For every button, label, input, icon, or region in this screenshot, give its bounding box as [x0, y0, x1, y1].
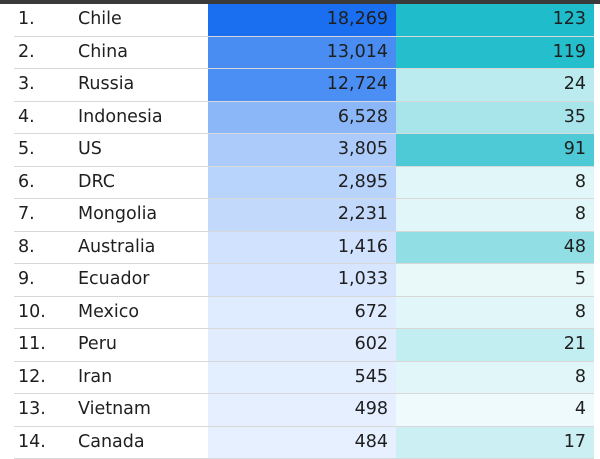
value-2-cell: 8	[396, 296, 594, 329]
value-2-cell: 91	[396, 133, 594, 167]
value-2-cell: 5	[396, 263, 594, 297]
rank-cell: 9.	[14, 263, 78, 297]
data-table: 1. Chile 18,269 123 2. China 13,014 119 3. Russia…	[14, 4, 594, 459]
value-2-cell: 119	[396, 36, 594, 69]
value-1-cell: 2,231	[208, 198, 396, 232]
rank-cell: 2.	[14, 36, 78, 69]
rank-cell: 3.	[14, 68, 78, 102]
value-1-cell: 13,014	[208, 36, 396, 69]
rank-cell: 14.	[14, 426, 78, 459]
table-row: 13. Vietnam 498 4	[14, 393, 594, 427]
value-1-cell: 1,416	[208, 231, 396, 264]
rank-cell: 1.	[14, 4, 78, 37]
value-2-cell: 17	[396, 426, 594, 459]
value-2-cell: 24	[396, 68, 594, 102]
rank-cell: 12.	[14, 361, 78, 394]
country-cell: Mexico	[78, 296, 208, 329]
value-1-cell: 1,033	[208, 263, 396, 297]
table-row: 6. DRC 2,895 8	[14, 166, 594, 199]
rank-cell: 11.	[14, 328, 78, 362]
table-row: 2. China 13,014 119	[14, 36, 594, 69]
value-1-cell: 545	[208, 361, 396, 394]
table-row: 7. Mongolia 2,231 8	[14, 198, 594, 232]
rank-cell: 13.	[14, 393, 78, 427]
value-2-cell: 48	[396, 231, 594, 264]
value-1-cell: 498	[208, 393, 396, 427]
value-1-cell: 2,895	[208, 166, 396, 199]
value-1-cell: 3,805	[208, 133, 396, 167]
value-2-cell: 8	[396, 361, 594, 394]
country-cell: Peru	[78, 328, 208, 362]
country-cell: Ecuador	[78, 263, 208, 297]
value-2-cell: 8	[396, 166, 594, 199]
country-cell: US	[78, 133, 208, 167]
value-2-cell: 8	[396, 198, 594, 232]
country-cell: Chile	[78, 4, 208, 37]
table-body: 1. Chile 18,269 123 2. China 13,014 119 3. Russia…	[14, 4, 594, 459]
value-1-cell: 484	[208, 426, 396, 459]
country-cell: Australia	[78, 231, 208, 264]
value-1-cell: 12,724	[208, 68, 396, 102]
country-cell: Indonesia	[78, 101, 208, 134]
value-2-cell: 123	[396, 4, 594, 37]
country-cell: China	[78, 36, 208, 69]
rank-cell: 5.	[14, 133, 78, 167]
value-1-cell: 18,269	[208, 4, 396, 37]
value-1-cell: 602	[208, 328, 396, 362]
rank-cell: 10.	[14, 296, 78, 329]
table-row: 10. Mexico 672 8	[14, 296, 594, 329]
table-row: 8. Australia 1,416 48	[14, 231, 594, 264]
table-row: 3. Russia 12,724 24	[14, 68, 594, 102]
country-cell: Russia	[78, 68, 208, 102]
rank-cell: 4.	[14, 101, 78, 134]
value-2-cell: 21	[396, 328, 594, 362]
header-strip	[0, 0, 600, 4]
value-2-cell: 35	[396, 101, 594, 134]
value-1-cell: 672	[208, 296, 396, 329]
table-row: 14. Canada 484 17	[14, 426, 594, 459]
table-row: 4. Indonesia 6,528 35	[14, 101, 594, 134]
country-cell: DRC	[78, 166, 208, 199]
rank-cell: 8.	[14, 231, 78, 264]
rank-cell: 6.	[14, 166, 78, 199]
country-cell: Mongolia	[78, 198, 208, 232]
table-row: 11. Peru 602 21	[14, 328, 594, 362]
value-1-cell: 6,528	[208, 101, 396, 134]
country-cell: Iran	[78, 361, 208, 394]
rank-cell: 7.	[14, 198, 78, 232]
value-2-cell: 4	[396, 393, 594, 427]
table-row: 5. US 3,805 91	[14, 133, 594, 167]
table-row: 12. Iran 545 8	[14, 361, 594, 394]
table-row: 1. Chile 18,269 123	[14, 4, 594, 37]
table-row: 9. Ecuador 1,033 5	[14, 263, 594, 297]
country-cell: Canada	[78, 426, 208, 459]
country-cell: Vietnam	[78, 393, 208, 427]
